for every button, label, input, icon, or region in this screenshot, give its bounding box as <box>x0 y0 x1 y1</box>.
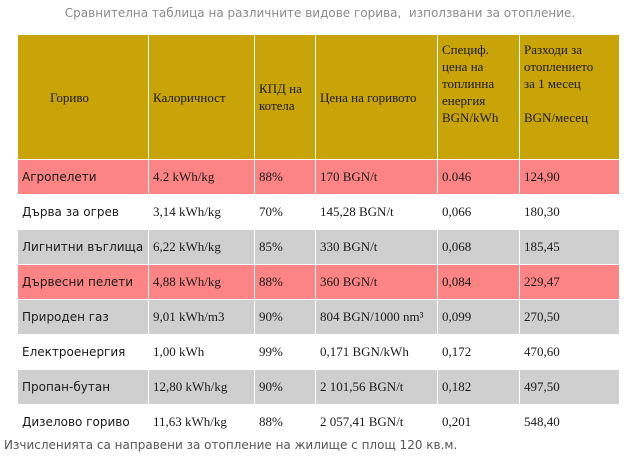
cell-calorific: 12,80 kWh/kg <box>148 369 255 405</box>
cell-monthly-cost: 180,30 <box>519 194 620 230</box>
header-monthly-line: Разходи за <box>524 42 582 57</box>
cell-price: 330 BGN/t <box>315 229 438 265</box>
cell-efficiency: 88% <box>254 404 316 440</box>
cell-specific-price: 0,066 <box>437 194 520 230</box>
header-price: Цена на горивото <box>315 34 438 160</box>
cell-specific-price: 0,068 <box>437 229 520 265</box>
table-row: Дърва за огрев 3,14 kWh/kg 70% 145,28 BGN/t… <box>17 194 620 230</box>
cell-specific-price: 0,182 <box>437 369 520 405</box>
cell-price: 360 BGN/t <box>315 264 438 300</box>
cell-price: 170 BGN/t <box>315 159 438 195</box>
cell-calorific: 4,88 kWh/kg <box>148 264 255 300</box>
cell-fuel: Природен газ <box>17 299 149 335</box>
cell-monthly-cost: 229,47 <box>519 264 620 300</box>
cell-monthly-cost: 124,90 <box>519 159 620 195</box>
table-row: Електроенергия 1,00 kWh 99% 0,171 BGN/kWh 0,… <box>17 334 620 370</box>
header-monthly-line: BGN/месец <box>524 110 589 125</box>
header-calorific: Калоричност <box>148 34 255 160</box>
header-specific-line: топлинна <box>442 76 495 91</box>
table-header-row: Гориво Калоричност КПД на котела Цена на… <box>17 34 620 160</box>
header-efficiency-line: КПД на <box>259 81 302 96</box>
header-specific-line: Специф. <box>442 42 489 57</box>
header-specific-line: енергия <box>442 93 486 108</box>
table-row: Пропан-бутан 12,80 kWh/kg 90% 2 101,56 BGN… <box>17 369 620 405</box>
cell-calorific: 11,63 kWh/kg <box>148 404 255 440</box>
cell-efficiency: 88% <box>254 159 316 195</box>
header-specific-price: Специф. цена на топлинна енергия BGN/kWh <box>437 34 520 160</box>
cell-fuel: Агропелети <box>17 159 149 195</box>
cell-price: 145,28 BGN/t <box>315 194 438 230</box>
cell-fuel: Лигнитни въглища <box>17 229 149 265</box>
table-row: Лигнитни въглища 6,22 kWh/kg 85% 330 BGN/… <box>17 229 620 265</box>
cell-specific-price: 0,201 <box>437 404 520 440</box>
header-monthly-line: за 1 месец <box>524 76 581 91</box>
cell-efficiency: 88% <box>254 264 316 300</box>
cell-efficiency: 99% <box>254 334 316 370</box>
cell-efficiency: 90% <box>254 369 316 405</box>
fuel-comparison-table: Гориво Калоричност КПД на котела Цена на… <box>17 34 620 440</box>
cell-calorific: 4.2 kWh/kg <box>148 159 255 195</box>
cell-specific-price: 0.046 <box>437 159 520 195</box>
cell-fuel: Електроенергия <box>17 334 149 370</box>
cell-calorific: 9,01 kWh/m3 <box>148 299 255 335</box>
table-footnote: Изчисленията са направени за отопление н… <box>4 438 458 452</box>
header-specific-line: цена на <box>442 59 484 74</box>
cell-monthly-cost: 497,50 <box>519 369 620 405</box>
cell-specific-price: 0,084 <box>437 264 520 300</box>
cell-price: 2 101,56 BGN/t <box>315 369 438 405</box>
cell-calorific: 6,22 kWh/kg <box>148 229 255 265</box>
table-caption: Сравнителна таблица на различните видове… <box>64 6 576 20</box>
cell-monthly-cost: 270,50 <box>519 299 620 335</box>
cell-fuel: Дърва за огрев <box>17 194 149 230</box>
cell-efficiency: 70% <box>254 194 316 230</box>
cell-efficiency: 85% <box>254 229 316 265</box>
cell-price: 804 BGN/1000 nm³ <box>315 299 438 335</box>
cell-fuel: Дизелово гориво <box>17 404 149 440</box>
header-monthly-line: отоплението <box>524 59 594 74</box>
header-efficiency-line: котела <box>259 98 295 113</box>
cell-monthly-cost: 185,45 <box>519 229 620 265</box>
cell-monthly-cost: 470,60 <box>519 334 620 370</box>
header-specific-line: BGN/kWh <box>442 110 499 125</box>
cell-specific-price: 0,172 <box>437 334 520 370</box>
table-row: Дизелово гориво 11,63 kWh/kg 88% 2 057,41 … <box>17 404 620 440</box>
table-row: Природен газ 9,01 kWh/m3 90% 804 BGN/1000 n… <box>17 299 620 335</box>
header-efficiency: КПД на котела <box>254 34 316 160</box>
cell-calorific: 3,14 kWh/kg <box>148 194 255 230</box>
table-row: Дървесни пелети 4,88 kWh/kg 88% 360 BGN/t 0… <box>17 264 620 300</box>
cell-fuel: Пропан-бутан <box>17 369 149 405</box>
table-row: Агропелети 4.2 kWh/kg 88% 170 BGN/t 0.046 124… <box>17 159 620 195</box>
cell-monthly-cost: 548,40 <box>519 404 620 440</box>
cell-calorific: 1,00 kWh <box>148 334 255 370</box>
cell-efficiency: 90% <box>254 299 316 335</box>
cell-fuel: Дървесни пелети <box>17 264 149 300</box>
cell-price: 2 057,41 BGN/t <box>315 404 438 440</box>
header-monthly-cost: Разходи за отоплението за 1 месец BGN/ме… <box>519 34 620 160</box>
cell-specific-price: 0,099 <box>437 299 520 335</box>
header-fuel: Гориво <box>17 34 149 160</box>
cell-price: 0,171 BGN/kWh <box>315 334 438 370</box>
